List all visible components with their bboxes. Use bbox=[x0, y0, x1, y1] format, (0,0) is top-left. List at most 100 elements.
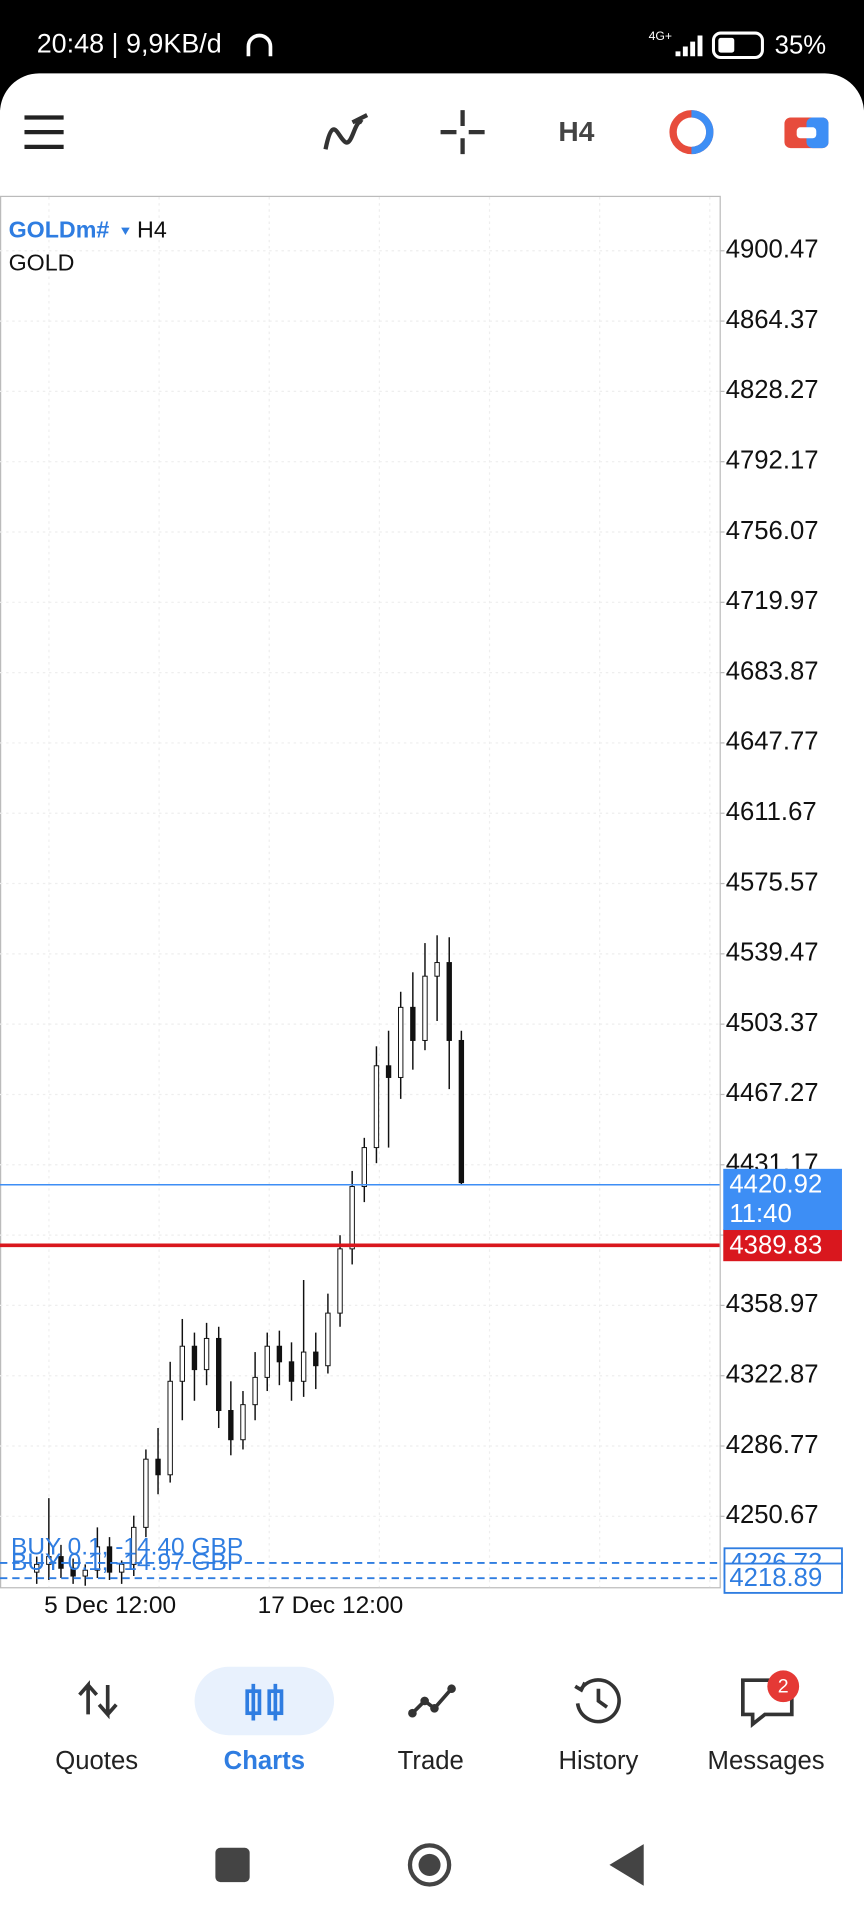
y-tick-label: 4719.97 bbox=[726, 587, 819, 615]
symbol-dropdown[interactable] bbox=[121, 227, 130, 235]
order-price-box bbox=[723, 1562, 843, 1594]
battery-level bbox=[718, 37, 735, 53]
headset-icon bbox=[246, 33, 273, 57]
candle-body bbox=[118, 1563, 125, 1573]
candle-body bbox=[410, 1006, 416, 1041]
timeframe-button[interactable]: H4 bbox=[558, 116, 594, 147]
messages-tab[interactable]: 2 Messages bbox=[708, 1670, 825, 1775]
bar-timer: 11:40 bbox=[729, 1200, 791, 1228]
tab-label[interactable]: Charts bbox=[224, 1747, 305, 1775]
candle-body bbox=[94, 1546, 101, 1571]
y-tick-label: 4683.87 bbox=[726, 657, 819, 685]
order-price: 4218.89 bbox=[729, 1564, 822, 1592]
back-button[interactable] bbox=[609, 1844, 644, 1886]
tab-label[interactable]: History bbox=[558, 1747, 638, 1775]
candle-body bbox=[313, 1351, 319, 1367]
badge-count: 2 bbox=[778, 1676, 789, 1698]
bid-price: 4420.92 bbox=[729, 1171, 822, 1199]
crosshair-button[interactable] bbox=[440, 110, 485, 155]
candle-body bbox=[422, 975, 428, 1041]
candle-body bbox=[398, 1006, 404, 1078]
tab-label[interactable]: Quotes bbox=[55, 1747, 138, 1775]
candle-body bbox=[300, 1351, 307, 1382]
order-label: BUY 0.1, -14.97 GBP bbox=[11, 1549, 243, 1576]
candle-body bbox=[70, 1567, 76, 1577]
y-tick-label: 4575.57 bbox=[726, 868, 819, 896]
candle-body bbox=[288, 1361, 295, 1382]
candle-body bbox=[191, 1345, 198, 1371]
account-button[interactable] bbox=[669, 110, 714, 155]
ask-price-box bbox=[723, 1229, 842, 1262]
order-label: BUY 0.1, -14.40 GBP bbox=[11, 1534, 243, 1561]
plot bbox=[34, 935, 465, 1586]
y-tick-label: 4864.37 bbox=[726, 306, 819, 334]
candle-body bbox=[179, 1345, 186, 1382]
ask-price: 4389.83 bbox=[729, 1231, 822, 1259]
tab-label[interactable]: Trade bbox=[398, 1747, 464, 1775]
candle-body bbox=[458, 1039, 465, 1184]
y-tick-label: 4647.77 bbox=[726, 728, 819, 756]
y-tick-label: 4250.67 bbox=[726, 1501, 819, 1529]
chart-frame bbox=[0, 195, 721, 1589]
y-tick-label: 4539.47 bbox=[726, 939, 819, 967]
y-tick-label: 4611.67 bbox=[726, 798, 817, 826]
menu-button[interactable] bbox=[24, 115, 64, 149]
y-tick-label: 4358.97 bbox=[726, 1290, 819, 1318]
candle-body bbox=[203, 1337, 210, 1371]
candle-body bbox=[34, 1563, 40, 1573]
y-tick-label: 4756.07 bbox=[726, 517, 819, 545]
y-tick-label: 4286.77 bbox=[726, 1431, 819, 1459]
home-button[interactable] bbox=[407, 1843, 452, 1887]
candle-body bbox=[434, 962, 440, 977]
candle-body bbox=[361, 1147, 367, 1188]
symbol[interactable]: GOLDm# bbox=[9, 216, 110, 242]
candle-body bbox=[349, 1186, 355, 1250]
indicators-button[interactable] bbox=[323, 113, 369, 150]
candle-body bbox=[337, 1248, 343, 1314]
candle-body bbox=[143, 1458, 149, 1528]
y-tick-label: 4792.17 bbox=[726, 446, 819, 474]
y-tick-label: 4900.47 bbox=[726, 236, 819, 264]
candle-body bbox=[167, 1380, 173, 1476]
candle-body bbox=[252, 1376, 258, 1406]
badge bbox=[767, 1670, 800, 1703]
candle-body bbox=[155, 1458, 161, 1476]
bid-price-box bbox=[723, 1168, 842, 1231]
status-time: 20:48 | 9,9KB/d bbox=[37, 28, 222, 58]
chart-timeframe: H4 bbox=[137, 216, 167, 242]
y-tick-label: 4503.37 bbox=[726, 1009, 819, 1037]
signal-type: 4G+ bbox=[649, 29, 672, 43]
quotes-tab[interactable]: Quotes bbox=[55, 1680, 138, 1775]
candle-body bbox=[131, 1526, 137, 1565]
candle-body bbox=[82, 1569, 88, 1577]
battery-text: 35% bbox=[775, 31, 826, 59]
candle-body bbox=[216, 1337, 222, 1411]
x-tick-label: 5 Dec 12:00 bbox=[44, 1592, 176, 1619]
candle-body bbox=[373, 1065, 380, 1149]
trade-tab[interactable]: Trade bbox=[398, 1684, 464, 1775]
candle-body bbox=[106, 1546, 113, 1573]
x-tick-label: 17 Dec 12:00 bbox=[258, 1592, 404, 1619]
active-tab-bg bbox=[194, 1666, 335, 1736]
trade-button[interactable] bbox=[784, 117, 829, 149]
candle-body bbox=[446, 962, 452, 1041]
tab-label[interactable]: Messages bbox=[708, 1747, 825, 1775]
candle-body bbox=[276, 1345, 283, 1363]
candle-body bbox=[46, 1556, 52, 1565]
candle-body bbox=[325, 1312, 331, 1367]
y-tick-label: 4467.27 bbox=[726, 1079, 819, 1107]
app-surface bbox=[0, 73, 864, 1920]
y-tick-label: 4322.87 bbox=[726, 1360, 819, 1388]
history-tab[interactable]: History bbox=[558, 1678, 639, 1775]
recents-button[interactable] bbox=[215, 1847, 250, 1883]
y-tick-label: 4828.27 bbox=[726, 376, 819, 404]
candle-body bbox=[264, 1345, 270, 1378]
battery-icon bbox=[711, 31, 764, 60]
symbol-description: GOLD bbox=[9, 249, 75, 275]
candle-body bbox=[240, 1404, 246, 1441]
charts-tab[interactable]: Charts bbox=[224, 1683, 305, 1775]
candle-body bbox=[228, 1410, 234, 1441]
candle-body bbox=[385, 1065, 392, 1078]
